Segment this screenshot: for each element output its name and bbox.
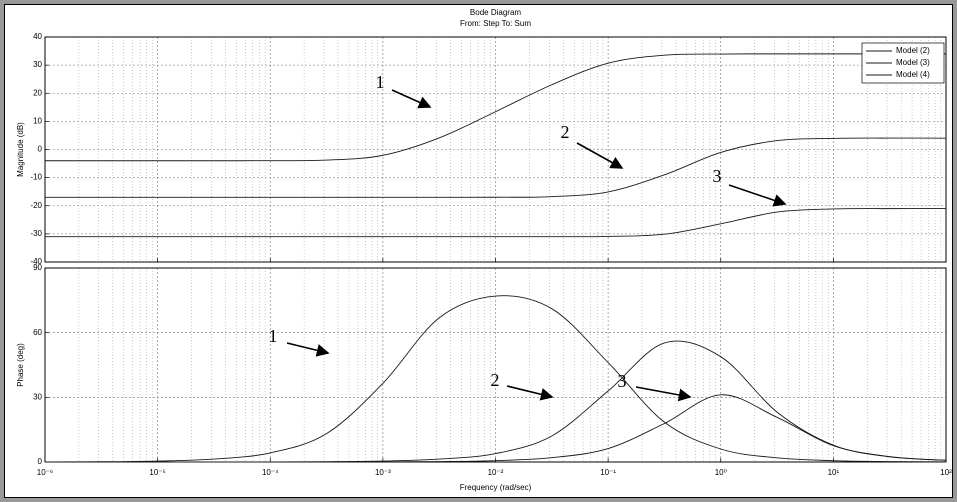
y-axis-label: Phase (deg) [16, 343, 25, 387]
y-tick-label: 30 [33, 60, 42, 69]
inner-frame [4, 4, 953, 498]
y-tick-label: 40 [33, 32, 42, 41]
legend-label: Model (4) [896, 70, 930, 79]
y-tick-label: 20 [33, 88, 42, 97]
series-line [44, 208, 947, 238]
annotation-arrow [728, 184, 787, 207]
annotation-arrow [635, 386, 692, 402]
legend-label: Model (2) [896, 46, 930, 55]
y-tick-label: 0 [38, 145, 43, 154]
x-tick-label: 10² [940, 468, 952, 477]
annotation-label: 3 [713, 166, 722, 186]
y-tick-label: 0 [38, 457, 43, 466]
annotation-label: 2 [491, 370, 500, 390]
annotation-arrow [576, 142, 624, 169]
y-tick-label: -30 [30, 229, 42, 238]
x-tick-label: 10⁰ [715, 468, 727, 477]
y-tick-label: 60 [33, 328, 42, 337]
y-tick-label: 30 [33, 392, 42, 401]
chart-title: Bode Diagram [470, 8, 521, 17]
annotation-arrow [391, 89, 432, 109]
series-line [44, 295, 947, 463]
y-tick-label: -40 [30, 257, 42, 266]
x-axis-label: Frequency (rad/sec) [460, 483, 532, 492]
y-tick-label: 10 [33, 116, 42, 125]
x-tick-label: 10¹ [828, 468, 840, 477]
x-tick-label: 10⁻⁶ [37, 468, 53, 477]
annotation-label: 2 [561, 122, 570, 142]
x-tick-label: 10⁻³ [375, 468, 391, 477]
chart-subtitle: From: Step To: Sum [460, 19, 531, 28]
series-line [45, 53, 946, 162]
series-line [45, 137, 947, 198]
annotation-label: 1 [269, 326, 278, 346]
x-tick-label: 10⁻⁵ [149, 468, 165, 477]
axes-frame [44, 36, 947, 263]
axes-frame [44, 267, 947, 463]
annotation-arrow [506, 385, 554, 401]
x-tick-label: 10⁻⁴ [262, 468, 279, 477]
annotation-label: 3 [618, 371, 627, 391]
legend-label: Model (3) [896, 58, 930, 67]
annotation-label: 1 [376, 72, 385, 92]
series-line [45, 394, 947, 463]
x-tick-label: 10⁻² [488, 468, 504, 477]
y-tick-label: 90 [33, 263, 42, 272]
annotation-arrow [286, 342, 330, 357]
y-tick-label: -10 [30, 173, 42, 182]
y-tick-label: -20 [30, 201, 42, 210]
y-axis-label: Magnitude (dB) [16, 122, 25, 177]
x-tick-label: 10⁻¹ [600, 468, 616, 477]
